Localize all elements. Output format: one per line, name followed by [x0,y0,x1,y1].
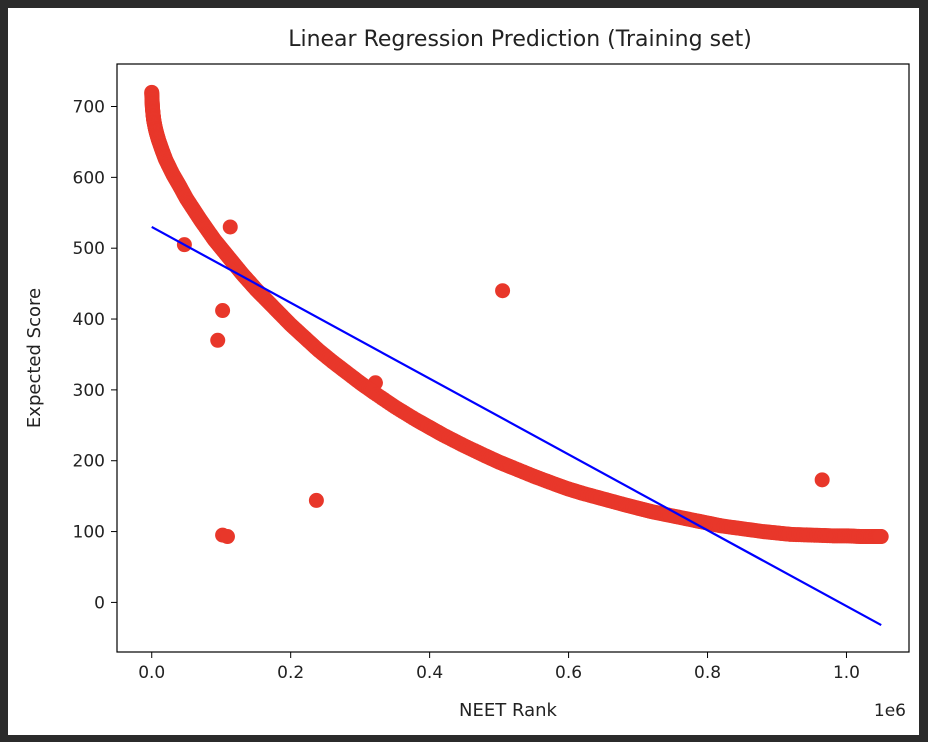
y-tick-label: 600 [73,168,105,188]
chart-title: Linear Regression Prediction (Training s… [288,27,752,52]
y-tick-label: 100 [73,523,105,543]
y-tick-label: 500 [73,239,105,259]
x-tick-label: 0.8 [694,663,721,683]
scatter-point [215,303,231,319]
x-tick-label: 0.4 [416,663,443,683]
plot-area-frame [116,63,910,653]
regression-line [151,225,882,627]
y-tick-label: 0 [94,593,105,613]
scatter-point [495,283,511,299]
x-tick-label: 1.0 [833,663,860,683]
x-tick-label: 0.0 [138,663,165,683]
scatter-point [308,492,324,508]
y-tick-label: 400 [73,310,105,330]
scatter-point [872,529,888,545]
scatter-point [210,332,226,348]
x-axis-label: NEET Rank [459,700,557,721]
scatter-series [144,84,889,545]
figure-frame: Linear Regression Prediction (Training s… [8,8,919,735]
x-tick-label: 0.6 [555,663,582,683]
scatter-point [222,219,238,235]
scatter-point [219,529,235,545]
y-axis-label: Expected Score [24,288,45,428]
scatter-point [814,472,830,488]
y-tick-label: 200 [73,452,105,472]
scatter-chart: Linear Regression Prediction (Training s… [24,27,910,721]
y-tick-label: 300 [73,381,105,401]
x-tick-label: 0.2 [277,663,304,683]
x-axis-multiplier: 1e6 [874,701,906,721]
y-tick-label: 700 [73,98,105,118]
